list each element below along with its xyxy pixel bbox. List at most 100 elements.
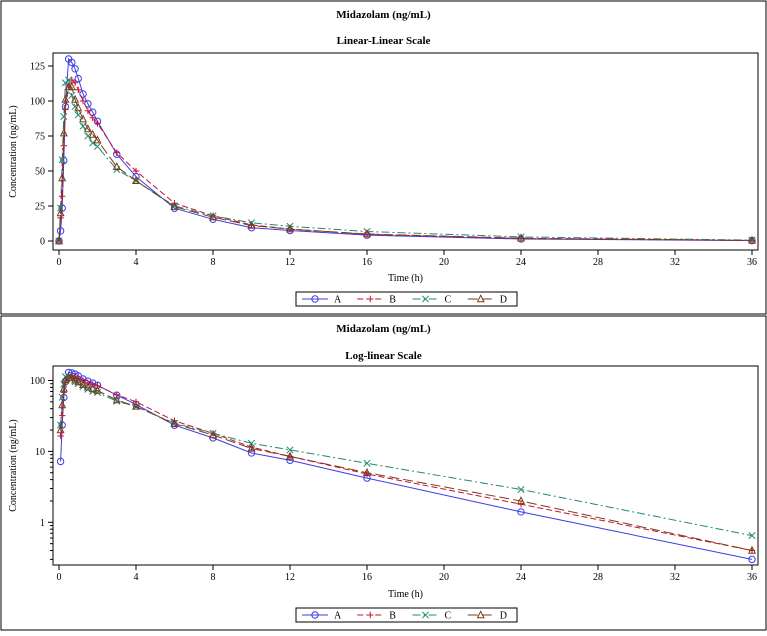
series-D	[56, 372, 757, 554]
panel-1: Midazolam (ng/mL) Linear-Linear Scale 0 4 8 1…	[0, 0, 767, 315]
legend-marker-D	[476, 294, 485, 303]
legend-marker-A	[311, 295, 319, 303]
data-point-D	[58, 173, 67, 182]
data-point-C	[247, 439, 256, 447]
series-line-D	[60, 377, 753, 551]
chart-title: Midazolam (ng/mL)	[336, 323, 431, 335]
data-point-A	[58, 204, 66, 212]
data-point-D	[208, 430, 218, 439]
panel-2: Midazolam (ng/mL) Log-linear Scale 0 4 8 12 16…	[0, 315, 767, 631]
data-point-A	[71, 65, 79, 73]
data-point-C	[93, 142, 102, 151]
legend-entry-A: A	[302, 295, 342, 306]
legend-entry-D: D	[467, 610, 507, 622]
y-tick-label: 10	[35, 447, 45, 458]
y-axis-label: Concentration (ng/mL)	[8, 105, 19, 197]
x-tick-label: 8	[211, 572, 216, 583]
data-point-D	[131, 175, 141, 184]
data-point-B	[113, 149, 120, 156]
data-point-B	[132, 167, 140, 175]
x-tick-label: 4	[134, 257, 139, 268]
data-point-C	[286, 446, 294, 454]
legend: A B C D	[295, 291, 518, 307]
data-point-D	[285, 451, 295, 460]
x-axis-label: Time (h)	[388, 273, 423, 284]
series-B	[55, 76, 756, 245]
series-line-A	[58, 57, 753, 242]
data-point-B	[59, 193, 66, 200]
data-point-D	[67, 82, 76, 91]
data-point-D	[71, 94, 80, 103]
data-point-D	[61, 375, 70, 384]
data-point-B	[84, 107, 92, 114]
data-point-B	[59, 412, 66, 419]
series-line-B	[60, 375, 753, 551]
y-tick-label: 100	[30, 376, 45, 387]
data-point-D	[208, 212, 218, 221]
data-point-D	[170, 201, 179, 210]
data-point-D	[170, 418, 179, 427]
legend-label-A: A	[334, 611, 342, 622]
x-tick-label: 4	[134, 572, 139, 583]
legend-marker-A	[311, 611, 319, 619]
data-point-D	[88, 384, 97, 393]
legend-entry-A: A	[302, 611, 342, 622]
data-point-A	[79, 90, 87, 98]
data-point-D	[56, 208, 65, 217]
data-point-A	[68, 58, 76, 67]
series-line-B	[58, 79, 753, 242]
data-point-C	[65, 76, 73, 84]
chart-subtitle: Log-linear Scale	[345, 350, 422, 362]
data-point-D	[88, 129, 97, 138]
data-point-D	[74, 103, 83, 112]
data-point-D	[93, 135, 102, 144]
data-point-D	[747, 235, 757, 244]
data-point-A	[58, 421, 66, 429]
data-point-C	[363, 459, 371, 467]
data-point-D	[131, 401, 141, 410]
data-point-B	[75, 86, 82, 93]
x-tick-label: 32	[670, 257, 680, 268]
x-tick-label: 12	[285, 257, 295, 268]
data-point-D	[112, 161, 121, 170]
data-point-C	[517, 485, 525, 494]
data-point-B	[68, 76, 76, 84]
x-tick-label: 0	[57, 257, 62, 268]
data-point-D	[362, 467, 372, 476]
data-point-D	[516, 233, 526, 242]
chart-subtitle: Linear-Linear Scale	[337, 35, 431, 47]
data-point-B	[79, 97, 87, 105]
data-point-A	[517, 508, 525, 516]
data-point-D	[285, 224, 295, 233]
x-tick-label: 12	[285, 572, 295, 583]
y-tick-label: 50	[35, 167, 45, 178]
series-A	[56, 368, 756, 564]
data-point-B	[71, 79, 79, 86]
legend: A B C D	[295, 607, 518, 623]
plot-frame	[52, 52, 759, 251]
y-tick-label: 0	[40, 237, 45, 248]
panel-border	[0, 315, 767, 631]
series-line-C	[60, 375, 753, 537]
x-tick-label: 16	[362, 257, 372, 268]
x-tick-label: 28	[593, 572, 603, 583]
data-point-D	[74, 377, 83, 386]
data-point-C	[748, 532, 756, 540]
legend-marker-B	[367, 611, 374, 619]
data-point-A	[748, 555, 756, 564]
x-tick-label: 32	[670, 572, 680, 583]
data-point-B	[89, 114, 96, 121]
data-point-D	[61, 94, 70, 103]
data-point-D	[83, 124, 92, 133]
data-point-D	[247, 443, 256, 452]
legend-box	[295, 607, 518, 623]
data-point-D	[58, 400, 67, 409]
x-tick-label: 20	[439, 257, 449, 268]
x-axis-label: Time (h)	[388, 589, 423, 600]
legend-label-B: B	[389, 611, 396, 622]
legend-entry-B: B	[357, 611, 396, 622]
legend-label-B: B	[389, 295, 396, 306]
series-A	[55, 55, 756, 245]
